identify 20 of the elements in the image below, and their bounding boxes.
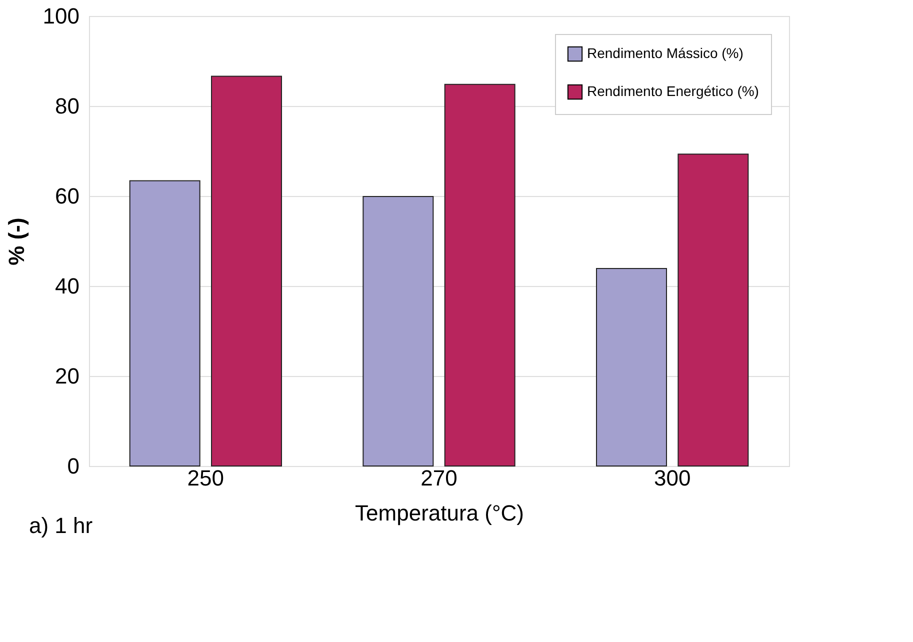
legend-label: Rendimento Energético (%) bbox=[587, 83, 759, 99]
y-tick-label: 100 bbox=[42, 4, 80, 28]
y-tick-label: 40 bbox=[55, 274, 80, 298]
x-tick-label: 250 bbox=[187, 466, 224, 490]
bar bbox=[678, 154, 749, 466]
y-axis-title: % (-) bbox=[4, 218, 29, 266]
bar bbox=[444, 84, 516, 466]
legend-label: Rendimento Mássico (%) bbox=[587, 45, 744, 61]
y-tick-label: 60 bbox=[55, 184, 80, 208]
x-tick-label: 270 bbox=[420, 466, 458, 490]
bar bbox=[596, 268, 667, 466]
bar bbox=[362, 196, 434, 466]
text: a) 1 hr bbox=[29, 513, 93, 538]
bar bbox=[211, 76, 282, 466]
x-tick-label: 300 bbox=[654, 466, 691, 490]
y-tick-label: 20 bbox=[55, 364, 80, 388]
y-tick-label: 80 bbox=[55, 94, 80, 118]
x-axis-title: Temperatura (°C) bbox=[355, 500, 524, 526]
y-tick-label: 0 bbox=[67, 454, 80, 478]
bar bbox=[129, 180, 200, 466]
